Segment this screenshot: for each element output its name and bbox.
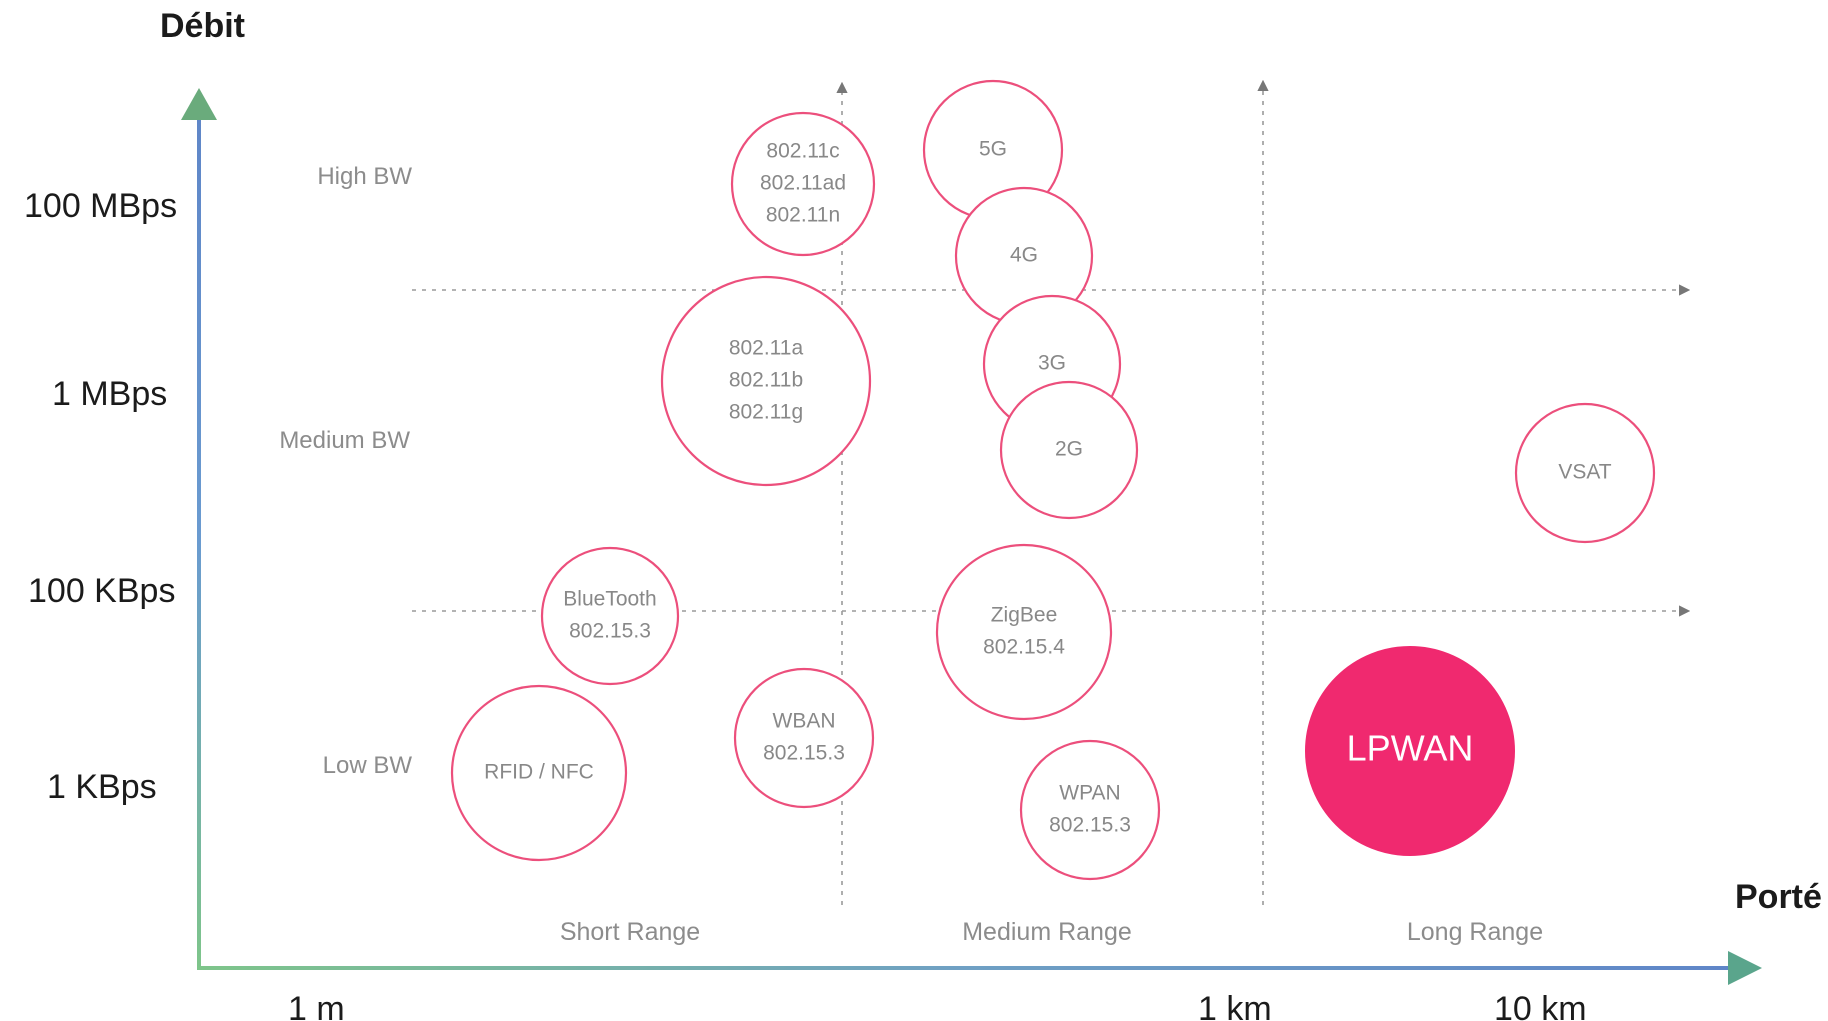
- band-label-high: High BW: [317, 163, 412, 190]
- y-axis-title: Débit: [160, 7, 245, 45]
- bubble-circle-wpan: [1019, 739, 1161, 881]
- x-axis-title: Porté: [1735, 878, 1822, 916]
- bubble-label: BlueTooth: [563, 588, 656, 611]
- bubble-label: 802.11b: [729, 369, 803, 392]
- bubble-wifi-high: 802.11c 802.11ad 802.11n: [730, 111, 876, 257]
- bubble-label: 802.11g: [729, 401, 803, 424]
- y-axis-line: [197, 112, 201, 970]
- technology-bubbles: 802.11c802.11ad802.11n5G4G3G2G802.11a802…: [450, 79, 1656, 881]
- bubble-wpan: WPAN 802.15.3: [1019, 739, 1161, 881]
- bubble-circle-lpwan: [1305, 646, 1515, 856]
- bubble-label: LPWAN: [1347, 728, 1474, 769]
- range-label-medium: Medium Range: [962, 918, 1132, 946]
- bubble-5g: 5G: [922, 79, 1064, 221]
- y-tick-label: 1 KBps: [47, 768, 157, 806]
- bubble-label: 802.11c: [766, 140, 839, 163]
- band-label-medium: Medium BW: [279, 427, 410, 454]
- bubble-label: 3G: [1038, 352, 1066, 375]
- y-tick-label: 1 MBps: [52, 375, 167, 413]
- range-label-short: Short Range: [560, 918, 700, 946]
- bubble-wifi-medium: 802.11a 802.11b 802.11g: [660, 275, 872, 487]
- bubble-circle-rfid: [450, 684, 628, 862]
- bubble-label: 802.15.3: [1049, 814, 1131, 837]
- bubble-label: 802.11ad: [760, 172, 846, 195]
- bubble-wban: WBAN 802.15.3: [733, 667, 875, 809]
- x-tick-label: 10 km: [1494, 990, 1587, 1021]
- bubble-zigbee: ZigBee 802.15.4: [935, 543, 1113, 721]
- x-tick-label: 1 m: [288, 990, 345, 1021]
- bubble-circle-bluetooth: [540, 546, 680, 686]
- bubble-vsat: VSAT: [1514, 402, 1656, 544]
- y-tick-label: 100 MBps: [24, 187, 177, 225]
- x-axis-line: [197, 966, 1731, 970]
- bubble-label: 802.15.4: [983, 636, 1065, 659]
- y-axis-arrowhead: [181, 88, 217, 120]
- bubble-circle-vsat: [1514, 402, 1656, 544]
- bubble-label: 802.15.3: [763, 742, 845, 765]
- bubble-label: 802.15.3: [569, 620, 651, 643]
- bubble-2g: 2G: [999, 380, 1139, 520]
- bubble-bluetooth: BlueTooth 802.15.3: [540, 546, 680, 686]
- bubble-label: VSAT: [1558, 461, 1611, 484]
- bubble-label: WBAN: [773, 710, 836, 733]
- bubble-circle-2g: [999, 380, 1139, 520]
- bubble-circle-wban: [733, 667, 875, 809]
- bubble-circle-zigbee: [935, 543, 1113, 721]
- bubble-circle-wifi-high: [730, 111, 876, 257]
- bubble-circle-wifi-medium: [660, 275, 872, 487]
- bubble-label: 5G: [979, 138, 1007, 161]
- bubble-label: 802.11n: [766, 204, 840, 227]
- bubble-label: WPAN: [1059, 782, 1120, 805]
- bubble-label: ZigBee: [991, 604, 1058, 627]
- bubble-label: 802.11a: [729, 337, 804, 360]
- axes: [181, 88, 1762, 985]
- bubble-label: 4G: [1010, 244, 1038, 267]
- bubble-label: 2G: [1055, 438, 1083, 461]
- bubble-rfid: RFID / NFC: [450, 684, 628, 862]
- bubble-label: RFID / NFC: [484, 761, 594, 784]
- band-label-low: Low BW: [323, 752, 413, 779]
- bubble-lpwan: LPWAN: [1305, 646, 1515, 856]
- x-tick-label: 1 km: [1198, 990, 1272, 1021]
- bubble-4g: 4G: [954, 186, 1094, 326]
- y-tick-label: 100 KBps: [28, 572, 175, 610]
- x-axis-arrowhead: [1728, 951, 1762, 985]
- range-label-long: Long Range: [1407, 918, 1543, 946]
